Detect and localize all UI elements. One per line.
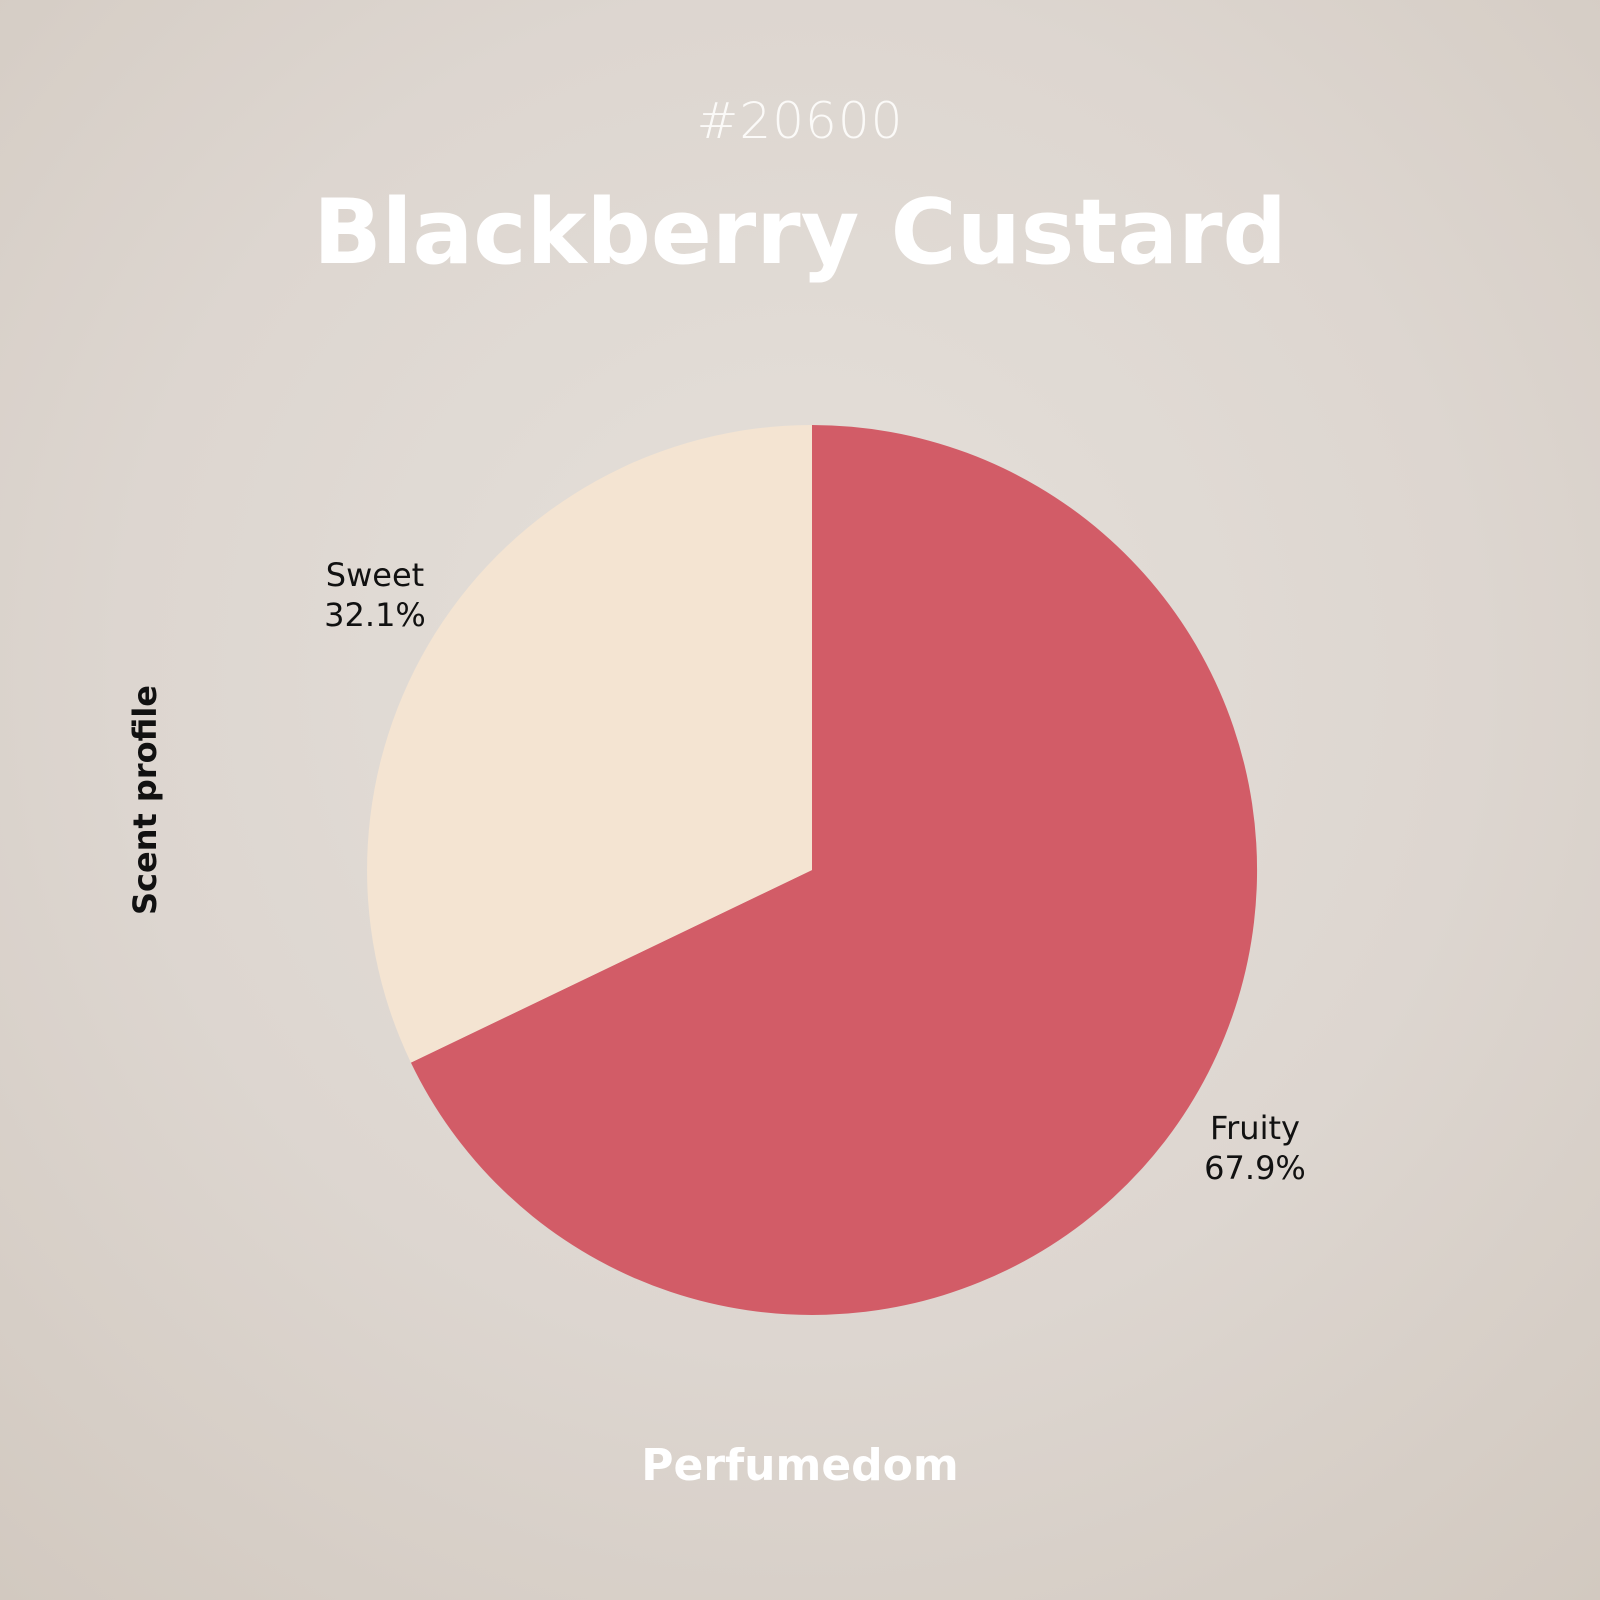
page-title: Blackberry Custard: [313, 180, 1287, 285]
slice-percent: 67.9%: [1204, 1149, 1306, 1187]
slice-label-sweet: Sweet 32.1%: [300, 555, 450, 635]
slice-name: Sweet: [325, 556, 425, 594]
slice-fruity: [410, 425, 1258, 1315]
slice-sweet: [367, 425, 812, 1063]
brand-name: Perfumedom: [641, 1440, 959, 1491]
slice-name: Fruity: [1210, 1109, 1300, 1147]
fragrance-id: #20600: [696, 92, 904, 150]
slice-label-fruity: Fruity 67.9%: [1180, 1108, 1330, 1188]
slice-percent: 32.1%: [324, 596, 426, 634]
